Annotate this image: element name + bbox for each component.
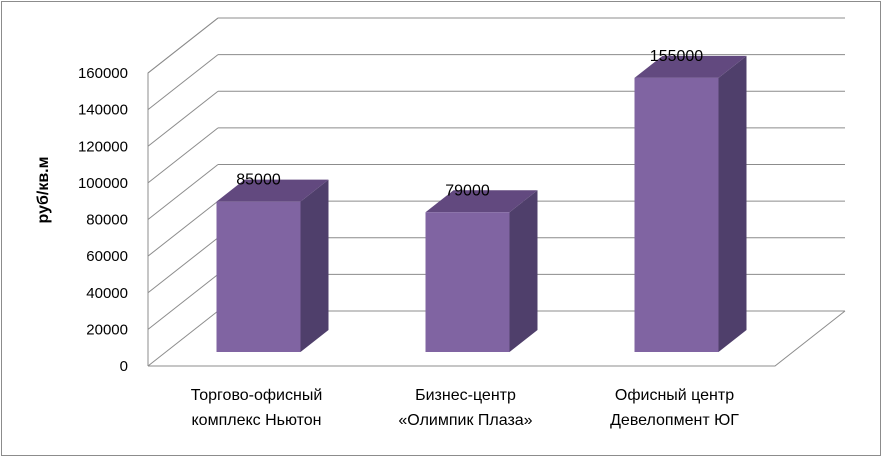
bar bbox=[425, 190, 538, 352]
data-labels: 85000 79000 155000 bbox=[236, 48, 703, 199]
y-axis-label: руб/кв.м bbox=[35, 157, 52, 224]
gridline-side bbox=[147, 127, 219, 184]
floor bbox=[148, 310, 846, 367]
bar bbox=[216, 179, 329, 352]
gridline-side bbox=[147, 90, 219, 147]
bar-front bbox=[634, 77, 719, 352]
x-category-label: Торгово-офисный bbox=[191, 387, 323, 404]
y-tick-label: 160000 bbox=[78, 65, 128, 82]
bar bbox=[634, 55, 747, 352]
x-category-label: Офисный центр bbox=[615, 387, 734, 404]
bar-side bbox=[718, 55, 747, 352]
bar-side bbox=[509, 190, 538, 352]
x-category-label: «Олимпик Плаза» bbox=[398, 412, 532, 429]
x-category-label: Девелопмент ЮГ bbox=[610, 412, 739, 429]
gridline-side bbox=[147, 310, 219, 367]
data-label: 155000 bbox=[650, 48, 703, 65]
x-category-labels: Торгово-офисный комплекс Ньютон Бизнес-цен… bbox=[191, 387, 740, 429]
y-tick-label: 0 bbox=[120, 358, 128, 375]
x-category-label: комплекс Ньютон bbox=[191, 412, 321, 429]
bar-top bbox=[425, 190, 538, 213]
bar-front bbox=[425, 212, 510, 352]
gridline-side bbox=[147, 200, 219, 257]
bar-top bbox=[216, 179, 329, 202]
data-label: 85000 bbox=[236, 172, 281, 189]
gridline-side bbox=[147, 237, 219, 294]
bar-side bbox=[300, 179, 329, 352]
data-label: 79000 bbox=[445, 182, 490, 199]
y-tick-label: 120000 bbox=[78, 138, 128, 155]
y-tick-label: 60000 bbox=[86, 248, 128, 265]
y-tick-labels: 0 20000 40000 60000 80000 100000 120000 140000 1… bbox=[78, 65, 128, 375]
y-tick-label: 20000 bbox=[86, 321, 128, 338]
y-tick-label: 40000 bbox=[86, 285, 128, 302]
bars bbox=[216, 55, 747, 352]
bar-front bbox=[216, 201, 301, 352]
gridline-side bbox=[147, 17, 219, 74]
gridline-side bbox=[147, 273, 219, 330]
y-tick-label: 140000 bbox=[78, 102, 128, 119]
x-category-label: Бизнес-центр bbox=[415, 387, 516, 404]
bar-top bbox=[634, 55, 747, 78]
y-tick-label: 80000 bbox=[86, 212, 128, 229]
gridline-side bbox=[147, 54, 219, 111]
y-tick-label: 100000 bbox=[78, 175, 128, 192]
gridline-side bbox=[147, 164, 219, 220]
